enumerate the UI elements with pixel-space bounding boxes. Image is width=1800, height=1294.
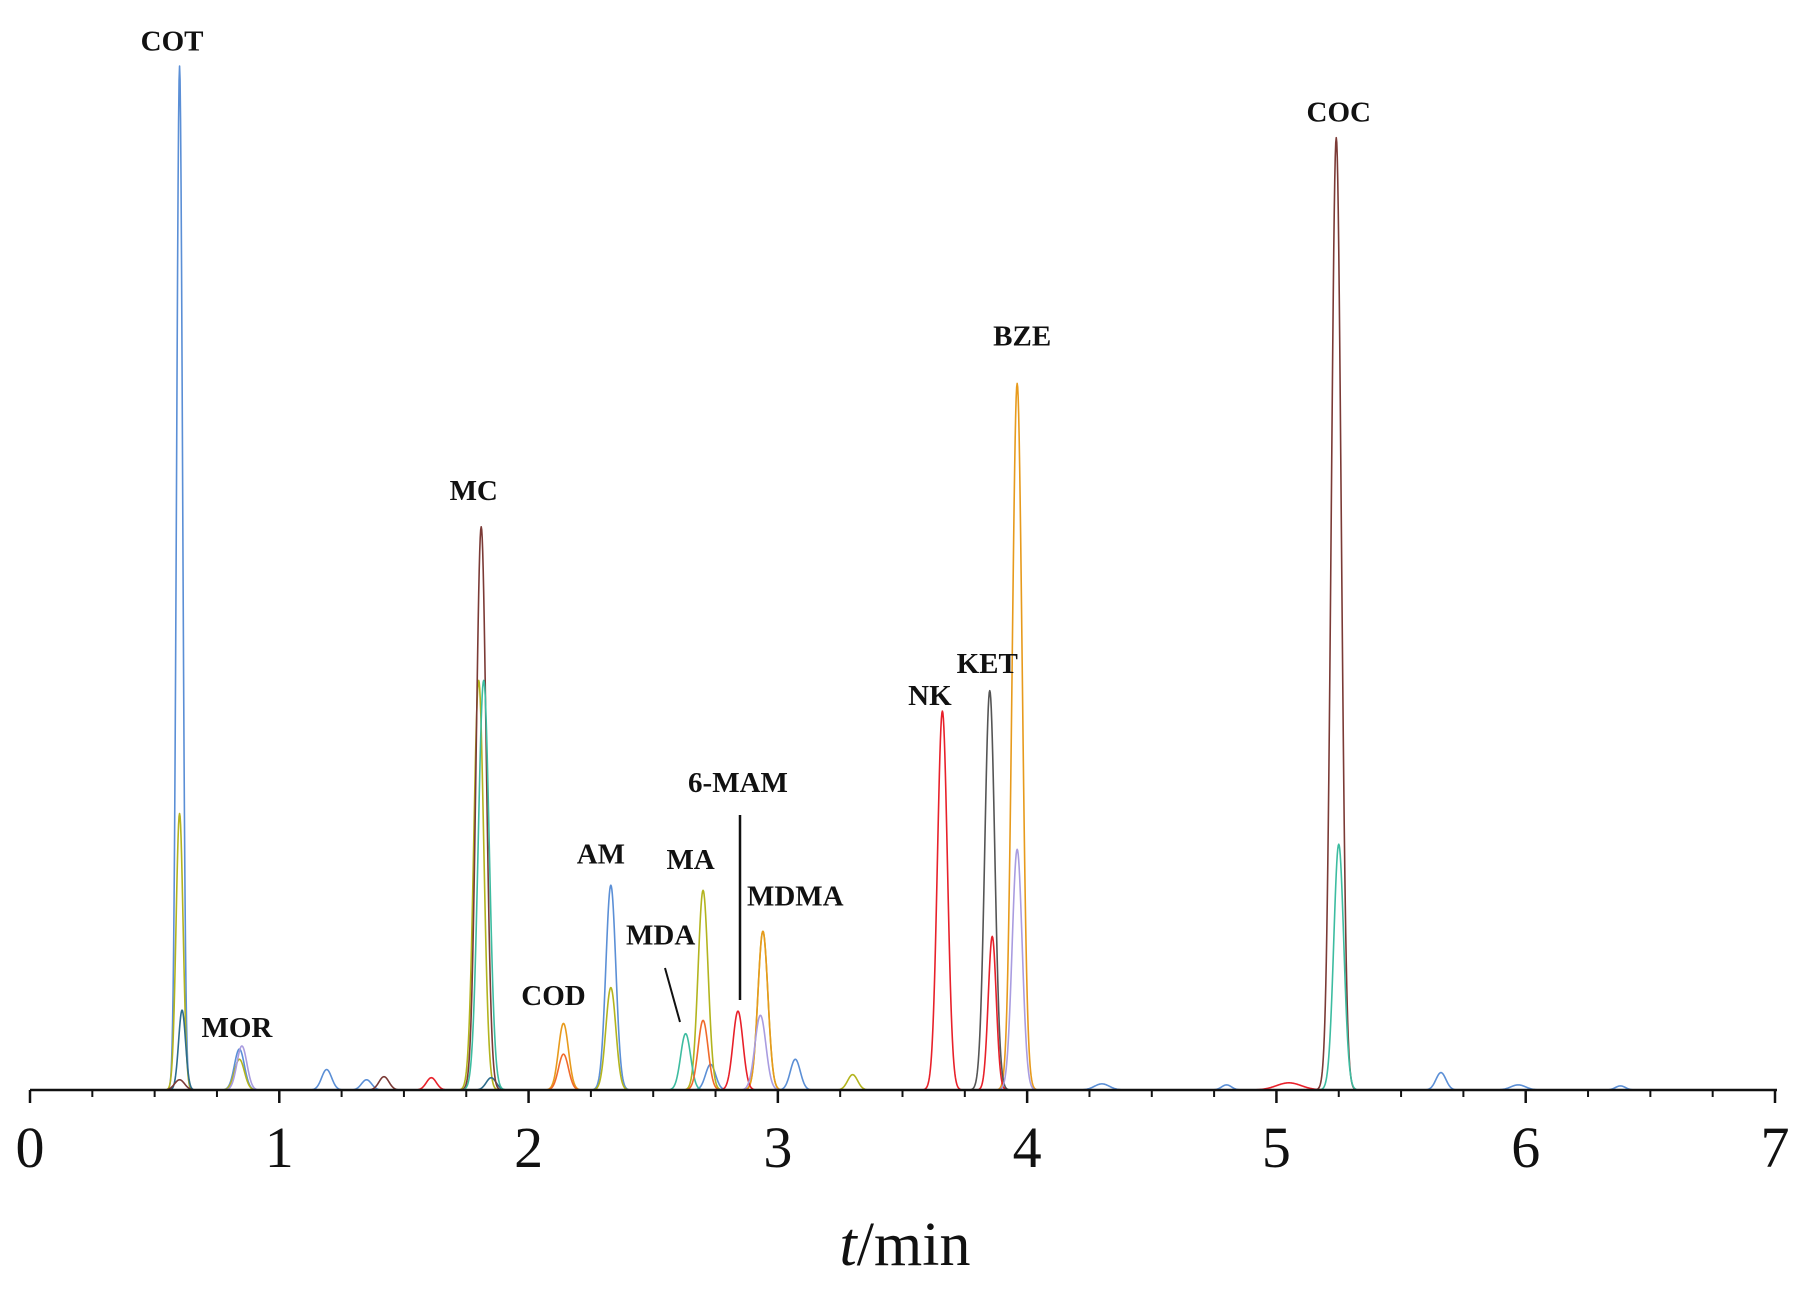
x-axis-title-unit: /min xyxy=(857,1211,971,1279)
peak-label-mor: MOR xyxy=(201,1012,273,1044)
peak-label-cod: COD xyxy=(521,980,585,1012)
peak-label-cot: COT xyxy=(141,26,204,58)
x-tick-label: 3 xyxy=(763,1115,792,1180)
x-tick-label: 1 xyxy=(265,1115,294,1180)
series-trace-9 xyxy=(29,689,1776,1091)
peak-label-ket: KET xyxy=(957,648,1018,680)
series-trace-6 xyxy=(29,382,1776,1091)
mda-leader-line xyxy=(664,967,681,1023)
peak-label-nk: NK xyxy=(908,680,952,712)
series-trace-2 xyxy=(29,679,1776,1091)
series-trace-8 xyxy=(29,710,1776,1091)
peak-label-6-mam: 6-MAM xyxy=(688,767,788,799)
x-ticks: 0 1 2 3 4 5 6 7 xyxy=(16,1090,1790,1180)
leader-lines xyxy=(664,815,742,1023)
x-tick-label: 4 xyxy=(1013,1115,1042,1180)
peak-label-bze: BZE xyxy=(993,321,1051,353)
peak-label-coc: COC xyxy=(1307,96,1371,128)
x-tick-label: 5 xyxy=(1262,1115,1291,1180)
series-trace-10 xyxy=(29,848,1776,1091)
x-tick-label: 2 xyxy=(514,1115,543,1180)
x-axis-title-var: t xyxy=(840,1211,859,1279)
series-trace-7 xyxy=(29,1019,1776,1091)
series-trace-4 xyxy=(29,136,1776,1091)
x-tick-label: 0 xyxy=(16,1115,45,1180)
series-layer xyxy=(29,65,1776,1091)
series-trace-1 xyxy=(29,65,1776,1091)
x-tick-label: 6 xyxy=(1511,1115,1540,1180)
x-axis-title: t/min xyxy=(840,1211,971,1279)
series-trace-3 xyxy=(29,1009,1776,1091)
peak-label-mc: MC xyxy=(450,475,498,507)
peak-label-am: AM xyxy=(577,839,625,871)
peak-label-mdma: MDMA xyxy=(747,881,844,913)
peak-label-ma: MA xyxy=(666,844,714,876)
x-tick-label: 7 xyxy=(1761,1115,1790,1180)
peak-label-mda: MDA xyxy=(626,920,695,952)
series-trace-5 xyxy=(29,679,1776,1091)
